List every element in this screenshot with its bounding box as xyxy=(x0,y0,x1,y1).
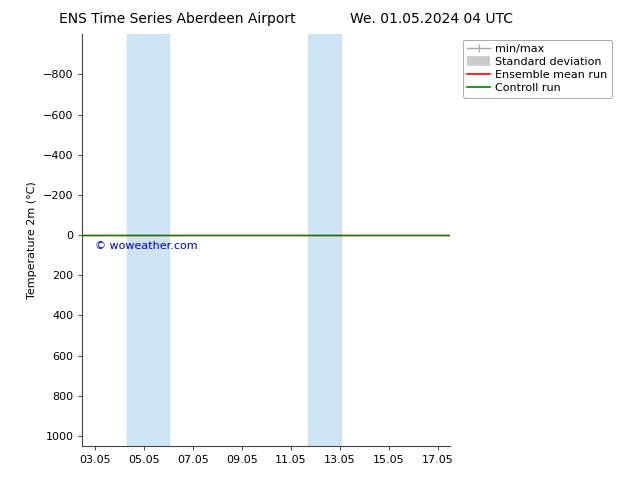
Y-axis label: Temperature 2m (°C): Temperature 2m (°C) xyxy=(27,181,37,299)
Bar xyxy=(308,34,341,446)
Text: We. 01.05.2024 04 UTC: We. 01.05.2024 04 UTC xyxy=(349,12,513,26)
Bar xyxy=(127,34,169,446)
Text: © woweather.com: © woweather.com xyxy=(94,241,197,251)
Text: ENS Time Series Aberdeen Airport: ENS Time Series Aberdeen Airport xyxy=(59,12,296,26)
Legend: min/max, Standard deviation, Ensemble mean run, Controll run: min/max, Standard deviation, Ensemble me… xyxy=(463,40,612,98)
